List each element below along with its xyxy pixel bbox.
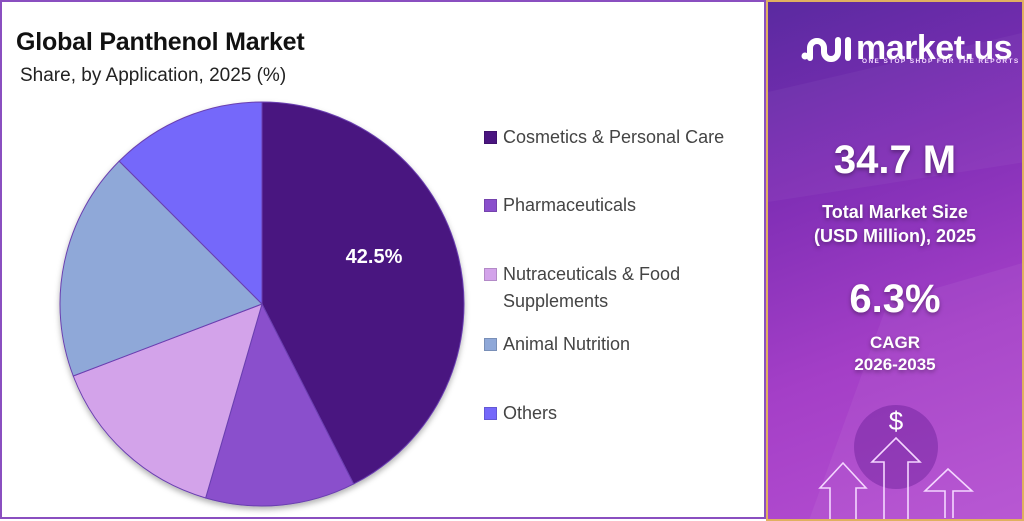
legend-swatch [484, 268, 497, 281]
pie-slice-cosmetics [261, 101, 465, 485]
brand-tagline: ONE STOP SHOP FOR THE REPORTS [862, 58, 1020, 65]
legend-swatch [484, 338, 497, 351]
chart-subtitle: Share, by Application, 2025 (%) [20, 65, 287, 86]
legend-label: Cosmetics & Personal Care [503, 127, 725, 147]
legend-swatch [484, 199, 497, 212]
brand-logo: market.us ONE STOP SHOP FOR THE REPORTS [800, 29, 1018, 67]
brand-name: market.us [856, 29, 1013, 67]
dollar-icon: $ [889, 406, 904, 436]
market-size-value: 34.7 M [833, 138, 957, 182]
market-size-label-line2: (USD Million), 2025 [813, 226, 977, 246]
market-us-logo-icon [801, 37, 851, 62]
cagr-label: CAGR 2026-2035 [768, 332, 1022, 376]
cagr-value: 6.3% [849, 277, 941, 321]
cagr-label-line1: CAGR [869, 333, 921, 352]
chart-panel: Global Panthenol Market Share, by Applic… [0, 0, 766, 519]
pie-slice-nutraceuticals [72, 303, 263, 499]
pie-slice-pharmaceuticals [205, 302, 355, 507]
legend-item-cosmetics: Cosmetics & Personal Care [484, 124, 764, 151]
background-decoration [768, 32, 1022, 519]
chart-title: Global Panthenol Market [16, 28, 305, 56]
legend-label: Nutraceuticals & Food Supplements [503, 264, 681, 311]
pie-chart: 42.5% [59, 101, 465, 507]
legend-label: Animal Nutrition [503, 334, 631, 354]
legend-label: Others [503, 403, 558, 423]
market-size-label-line1: Total Market Size [822, 202, 968, 222]
cagr-label-line2: 2026-2035 [854, 355, 936, 374]
legend-label: Pharmaceuticals [503, 195, 637, 215]
legend-swatch [484, 407, 497, 420]
slice-label-cosmetics: 42.5% [346, 246, 403, 268]
legend-item-pharmaceuticals: Pharmaceuticals [484, 192, 764, 219]
legend-item-others: Others [484, 400, 764, 427]
summary-panel: market.us ONE STOP SHOP FOR THE REPORTS … [766, 0, 1024, 521]
market-size-label: Total Market Size (USD Million), 2025 [768, 200, 1022, 248]
pie-slice-others [118, 101, 263, 306]
legend-item-animal-nutrition: Animal Nutrition [484, 331, 764, 358]
pie-slice-animal-nutrition [59, 160, 263, 377]
legend-swatch [484, 131, 497, 144]
legend-item-nutraceuticals: Nutraceuticals & Food Supplements [484, 261, 704, 315]
growth-arrows-icon: $ [818, 406, 975, 519]
